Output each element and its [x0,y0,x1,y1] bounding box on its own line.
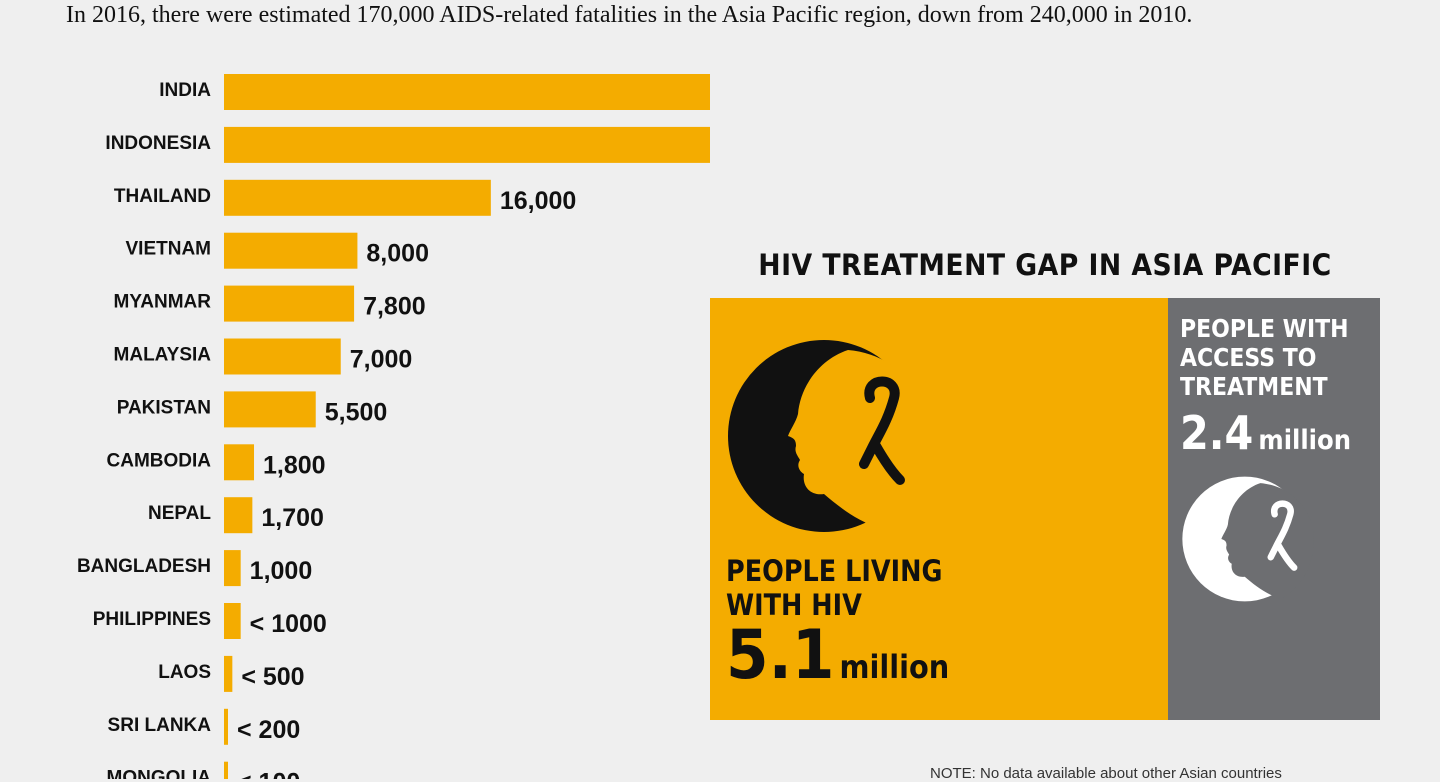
value-label-malaysia: 7,000 [350,346,413,374]
value-label-sri-lanka: < 200 [237,716,300,744]
category-label-sri-lanka: SRI LANKA [108,715,212,736]
bar-laos [224,655,233,692]
category-label-indonesia: INDONESIA [105,133,211,154]
category-label-laos: LAOS [158,662,211,683]
bar-nepal [224,497,253,534]
bar-sri-lanka [224,708,228,745]
bar-mongolia [224,761,228,779]
value-label-thailand: 16,000 [500,187,576,215]
category-label-cambodia: CAMBODIA [107,450,212,471]
bar-pakistan [224,391,316,428]
category-label-mongolia: MONGOLIA [107,768,212,779]
value-label-myanmar: 7,800 [363,293,426,321]
people-living-number: 5.1 [726,616,835,695]
footnote: NOTE: No data available about other Asia… [930,765,1282,782]
value-label-philippines: < 1000 [250,610,327,638]
category-label-thailand: THAILAND [114,186,211,207]
value-label-vietnam: 8,000 [366,240,429,268]
people-access-number: 2.4 [1180,406,1254,460]
bar-india [224,74,710,110]
people-access-label: PEOPLE WITH ACCESS TO TREATMENT [1180,314,1349,401]
people-living-label: PEOPLE LIVING WITH HIV [726,554,943,622]
value-label-mongolia: < 100 [237,769,300,779]
people-living-block: PEOPLE LIVING WITH HIV 5.1 million [710,298,1168,720]
category-label-bangladesh: BANGLADESH [77,556,211,577]
bar-bangladesh [224,550,241,587]
category-label-myanmar: MYANMAR [114,292,212,313]
category-label-pakistan: PAKISTAN [117,397,211,418]
category-label-nepal: NEPAL [148,503,211,524]
bar-philippines [224,603,241,639]
category-label-malaysia: MALAYSIA [114,345,212,366]
bar-vietnam [224,232,358,269]
treatment-gap-panel: PEOPLE LIVING WITH HIV 5.1 million PEOPL… [710,298,1380,720]
people-access-unit: million [1258,425,1352,456]
people-access-value: 2.4 million [1180,406,1351,460]
value-label-nepal: 1,700 [261,504,324,532]
people-living-unit: million [839,648,950,686]
value-label-laos: < 500 [241,663,304,691]
treatment-gap-title: HIV TREATMENT GAP IN ASIA PACIFIC [758,248,1332,282]
bar-indonesia [224,126,710,163]
value-label-cambodia: 1,800 [263,451,326,479]
category-label-philippines: PHILIPPINES [93,609,211,630]
people-living-value: 5.1 million [726,616,949,695]
category-label-india: INDIA [159,80,211,101]
face-ribbon-icon [728,340,930,532]
bar-thailand [224,179,491,216]
face-ribbon-icon [1182,476,1314,602]
chart-subtitle: In 2016, there were estimated 170,000 AI… [66,2,1193,28]
fatalities-bar-chart: INDIA62,000INDONESIA38,000THAILAND16,000… [77,74,710,779]
bar-cambodia [224,444,255,481]
value-label-bangladesh: 1,000 [250,557,313,585]
bar-myanmar [224,285,355,322]
value-label-pakistan: 5,500 [325,398,388,426]
bar-malaysia [224,338,341,375]
people-access-block: PEOPLE WITH ACCESS TO TREATMENT 2.4 mill… [1168,298,1380,720]
category-label-vietnam: VIETNAM [126,239,212,260]
